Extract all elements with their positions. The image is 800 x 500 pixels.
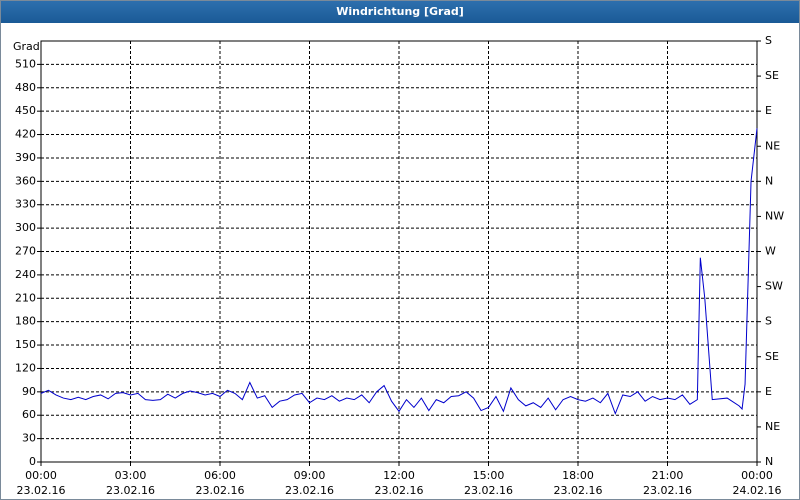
y2-tick-label: NE [765, 139, 780, 152]
y-tick-label: 0 [29, 455, 36, 468]
y-tick-label: 90 [22, 385, 36, 398]
y-tick-label: 390 [15, 151, 36, 164]
y-tick-label: 420 [15, 128, 36, 141]
y2-tick-label: SE [765, 350, 779, 363]
x-tick-date: 23.02.16 [464, 484, 513, 497]
y2-tick-label: E [765, 385, 772, 398]
y-tick-label: 240 [15, 268, 36, 281]
chart: Grad 0 30 60 90 120 150 180 210 240 270 300 330 360 3… [13, 34, 784, 497]
x-tick-date: 23.02.16 [643, 484, 692, 497]
y-tick-label: 180 [15, 315, 36, 328]
x-tick-label: 00:00 [741, 469, 773, 482]
x-tick-label: 18:00 [562, 469, 594, 482]
y2-tick-label: N [765, 455, 773, 468]
y2-tick-label: NW [765, 209, 784, 222]
y-tick-label: 480 [15, 81, 36, 94]
y2-tick-label: NE [765, 420, 780, 433]
x-tick-date: 23.02.16 [375, 484, 424, 497]
x-tick-label: 00:00 [25, 469, 57, 482]
y-tick-label: 300 [15, 221, 36, 234]
title-bar: Windrichtung [Grad] [1, 1, 799, 23]
x-tick-label: 06:00 [204, 469, 236, 482]
y2-tick-label: N [765, 174, 773, 187]
x-tick-date: 23.02.16 [17, 484, 66, 497]
y2-tick-label: S [765, 315, 772, 328]
x-tick-date: 23.02.16 [554, 484, 603, 497]
y-tick-label: 360 [15, 174, 36, 187]
y-tick-label: 150 [15, 338, 36, 351]
y-tick-label: 330 [15, 198, 36, 211]
y2-tick-label: SE [765, 69, 779, 82]
y-tick-label: 60 [22, 408, 36, 421]
y2-tick-label: E [765, 104, 772, 117]
y-axis-label: Grad [13, 40, 40, 53]
data-line [40, 128, 758, 416]
y-tick-label: 510 [15, 57, 36, 70]
x-tick-label: 15:00 [473, 469, 505, 482]
x-tick-date: 23.02.16 [285, 484, 334, 497]
y-tick-label: 450 [15, 104, 36, 117]
y-tick-label: 270 [15, 245, 36, 258]
x-tick-label: 09:00 [294, 469, 326, 482]
plot-frame [40, 40, 758, 463]
x-tick-label: 03:00 [115, 469, 147, 482]
x-tick-date: 24.02.16 [733, 484, 782, 497]
x-tick-label: 12:00 [383, 469, 415, 482]
x-tick-date: 23.02.16 [196, 484, 245, 497]
y-tick-label: 30 [22, 432, 36, 445]
x-tick-label: 21:00 [652, 469, 684, 482]
y2-tick-label: W [765, 245, 776, 258]
y-tick-label: 210 [15, 291, 36, 304]
y2-tick-label: S [765, 34, 772, 47]
y2-tick-label: SW [765, 280, 783, 293]
y-tick-label: 120 [15, 361, 36, 374]
x-tick-date: 23.02.16 [106, 484, 155, 497]
